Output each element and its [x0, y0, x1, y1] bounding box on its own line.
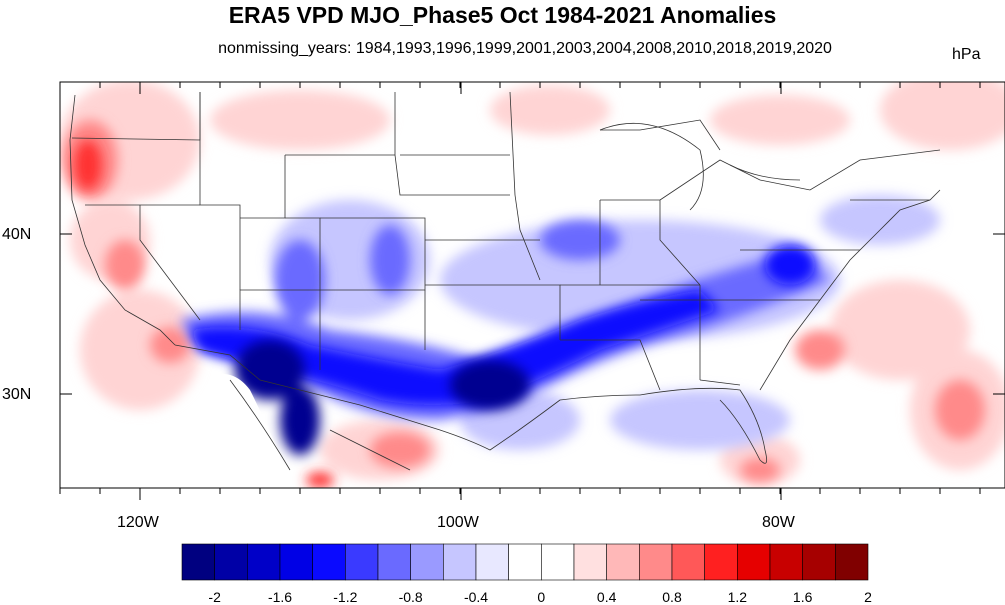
colorbar-box [345, 543, 379, 581]
colorbar-box [279, 543, 313, 581]
colorbar-box [410, 543, 444, 581]
colorbar-box [443, 543, 477, 581]
lat-label-30n: 30N [2, 386, 32, 403]
colorbar-box [769, 543, 803, 581]
colorbar-tick-label: 2 [864, 589, 872, 605]
anomaly-field [60, 82, 1005, 488]
colorbar-box [377, 543, 411, 581]
colorbar-box [704, 543, 738, 581]
colorbar-box [737, 543, 771, 581]
colorbar-box [639, 543, 673, 581]
lat-label-40n: 40N [2, 226, 32, 243]
colorbar-box [312, 543, 346, 581]
figure-subtitle: nonmissing_years: 1984,1993,1996,1999,20… [218, 40, 832, 57]
colorbar-tick-label: -0.4 [463, 589, 489, 605]
colorbar-box [214, 543, 248, 581]
map-frame [59, 81, 1005, 489]
axis-ticks [59, 82, 1005, 500]
colorbar-box [181, 543, 215, 581]
colorbar-box [802, 543, 836, 581]
figure-title: ERA5 VPD MJO_Phase5 Oct 1984-2021 Anomal… [228, 2, 777, 28]
colorbar-tick-label: -1.2 [333, 589, 358, 605]
colorbar-box [475, 543, 509, 581]
colorbar-box [671, 543, 705, 581]
colorbar-box [247, 543, 281, 581]
colorbar-tick-label: 0.8 [662, 589, 682, 605]
colorbar-tick-label: -0.8 [398, 589, 423, 605]
colorbar-tick-label: 1.6 [792, 589, 813, 605]
colorbar-box [541, 543, 575, 581]
colorbar-box [573, 543, 607, 581]
colorbar-tick-label: -2 [208, 589, 221, 605]
colorbar-box [835, 543, 869, 581]
colorbar [181, 543, 869, 581]
lon-label-100w: 100W [437, 514, 479, 531]
colorbar-tick-label: 1.2 [727, 589, 748, 605]
colorbar-tick-label: 0 [537, 589, 546, 605]
colorbar-tick-label: 0.4 [596, 589, 617, 605]
colorbar-box [606, 543, 640, 581]
lon-label-120w: 120W [117, 514, 159, 531]
colorbar-tick-label: -1.6 [267, 589, 293, 605]
lon-label-80w: 80W [762, 514, 795, 531]
colorbar-box [508, 543, 542, 581]
units-label: hPa [952, 46, 981, 63]
political-boundaries [69, 91, 941, 471]
